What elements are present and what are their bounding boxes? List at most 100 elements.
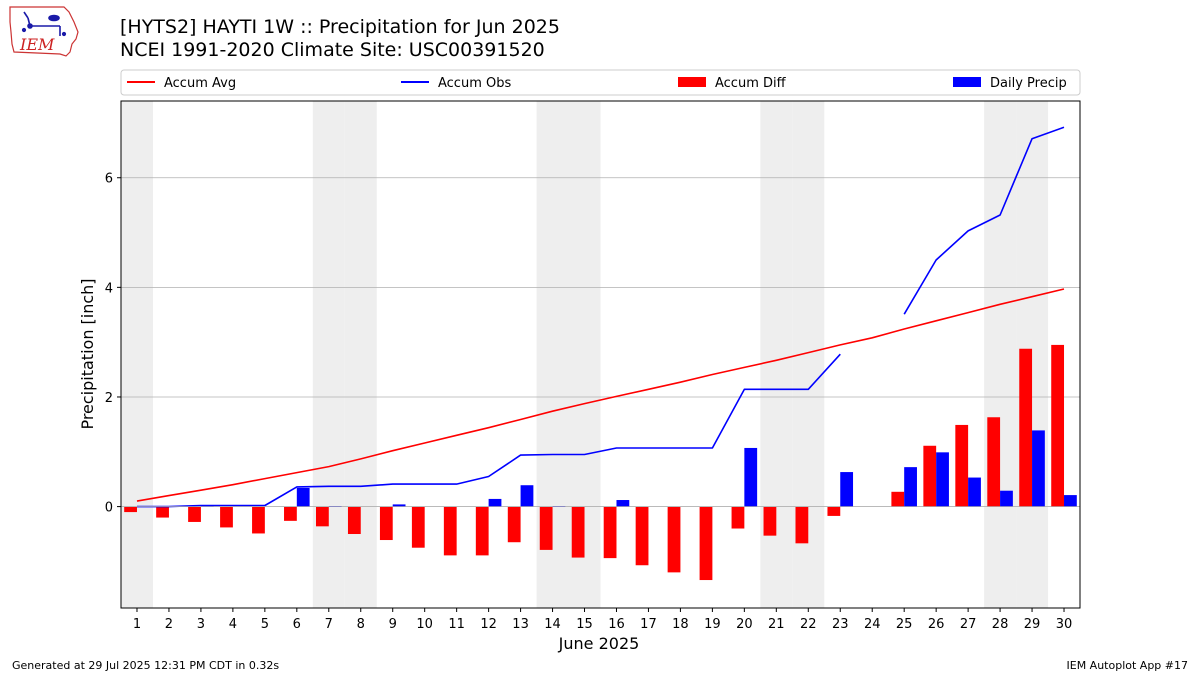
chart-title: [HYTS2] HAYTI 1W :: Precipitation for Ju… — [120, 16, 560, 38]
accum-diff-bar — [571, 506, 585, 558]
daily-precip-bar — [968, 477, 981, 507]
x-tick-label: 29 — [1024, 617, 1041, 632]
legend-box — [120, 69, 1081, 96]
accum-diff-bar — [1019, 348, 1033, 507]
accum-diff-bar — [667, 506, 681, 573]
legend: Accum Avg Accum Obs Accum Diff Daily Precip — [120, 69, 1081, 96]
x-tick-label: 11 — [448, 617, 465, 632]
iem-logo: IEM — [9, 6, 79, 57]
weekend-shading — [121, 101, 1049, 608]
daily-precip-bar — [1000, 490, 1013, 507]
x-tick-label: 14 — [544, 617, 561, 632]
x-tick-label: 6 — [293, 617, 301, 632]
x-tick-label: 16 — [608, 617, 625, 632]
accum-diff-bar — [507, 506, 521, 543]
daily-precip-bar — [520, 485, 534, 507]
accum-diff-bar — [443, 506, 457, 556]
legend-swatch-daily-precip — [953, 77, 981, 87]
axis-ticks: 1 2 3 4 5 6 7 8 9 10 11 12 13 14 15 16 17 18 19 20 21 22 23 24 2… — [105, 172, 1073, 632]
accum-diff-bar — [411, 506, 425, 548]
iowa-outline-icon — [9, 6, 79, 57]
weather-station-icon — [21, 11, 67, 37]
accum-diff-bar — [763, 506, 777, 536]
daily-precip-bar — [552, 506, 566, 507]
accum-diff-bar — [220, 506, 233, 528]
y-tick-label: 0 — [105, 501, 113, 516]
x-tick-label: 20 — [736, 617, 753, 632]
x-tick-label: 24 — [864, 617, 881, 632]
x-tick-label: 5 — [261, 617, 269, 632]
accum-diff-bar — [699, 506, 713, 581]
accum-diff-bar — [156, 506, 169, 518]
plot-frame — [120, 100, 1081, 609]
x-tick-label: 21 — [768, 617, 785, 632]
y-tick-label: 2 — [105, 391, 113, 406]
x-tick-label: 19 — [704, 617, 721, 632]
y-axis-label: Precipitation [inch] — [78, 278, 97, 429]
accum-diff-bar — [603, 506, 617, 559]
daily-precip-bar — [744, 447, 758, 507]
weekend-shade-day-15 — [568, 101, 601, 608]
x-tick-label: 4 — [229, 617, 237, 632]
x-tick-label: 12 — [480, 617, 497, 632]
accum-diff-bar — [539, 506, 553, 550]
legend-label-accum-avg: Accum Avg — [164, 76, 236, 91]
weekend-shade-day-29 — [1016, 101, 1049, 608]
weekend-shade-day-14 — [536, 101, 569, 608]
x-tick-label: 25 — [896, 617, 913, 632]
accum-diff-bar — [315, 506, 329, 527]
daily-precip-bar — [936, 452, 949, 507]
accum-obs-line — [903, 126, 1065, 315]
x-tick-label: 3 — [197, 617, 205, 632]
daily-precip-bar — [392, 504, 406, 507]
app-label: IEM Autoplot App #17 — [1066, 659, 1189, 672]
y-tick-label: 4 — [105, 281, 113, 296]
x-tick-label: 23 — [832, 617, 849, 632]
accum-diff-bar — [795, 506, 809, 544]
daily-precip-bar — [904, 467, 917, 507]
x-tick-label: 26 — [928, 617, 945, 632]
x-tick-label: 13 — [512, 617, 529, 632]
x-tick-label: 2 — [165, 617, 173, 632]
x-tick-label: 28 — [992, 617, 1009, 632]
accum-diff-bar — [891, 491, 905, 507]
x-tick-label: 22 — [800, 617, 817, 632]
daily-precip-bar — [488, 498, 502, 507]
accum-diff-bar — [827, 506, 841, 516]
daily-precip-bar — [616, 500, 630, 507]
daily-precip-bar — [840, 472, 854, 507]
x-tick-label: 17 — [640, 617, 657, 632]
x-tick-label: 7 — [325, 617, 333, 632]
x-tick-label: 10 — [416, 617, 433, 632]
y-tick-label: 6 — [105, 172, 113, 187]
accum-diff-bar — [347, 506, 361, 535]
x-tick-label: 30 — [1056, 617, 1073, 632]
accum-diff-bar — [955, 424, 969, 507]
accum-diff-bar — [987, 417, 1001, 507]
weekend-shade-day-8 — [344, 101, 377, 608]
x-tick-label: 18 — [672, 617, 689, 632]
accum-diff-bar — [1051, 344, 1065, 507]
grid-lines — [121, 177, 1080, 508]
daily-precip-bar — [200, 505, 214, 507]
accum-diff-bar — [379, 506, 393, 541]
daily-precip-bar — [1032, 430, 1045, 507]
legend-label-daily-precip: Daily Precip — [990, 76, 1067, 91]
accum-diff-bar — [923, 445, 937, 507]
accum-diff-bar — [188, 506, 201, 522]
accum-diff-bar — [252, 506, 265, 534]
accum-diff-bar — [284, 506, 297, 521]
x-tick-label: 27 — [960, 617, 977, 632]
legend-label-accum-diff: Accum Diff — [715, 76, 787, 91]
generated-timestamp: Generated at 29 Jul 2025 12:31 PM CDT in… — [12, 659, 280, 672]
bars — [124, 344, 1077, 581]
accum-diff-bar — [635, 506, 649, 566]
x-axis-label: June 2025 — [558, 634, 640, 653]
x-tick-label: 1 — [133, 617, 141, 632]
weekend-shade-day-21 — [760, 101, 793, 608]
accum-avg-line — [136, 288, 1065, 502]
x-tick-label: 9 — [389, 617, 397, 632]
x-tick-label: 15 — [576, 617, 593, 632]
daily-precip-bar — [296, 487, 310, 507]
